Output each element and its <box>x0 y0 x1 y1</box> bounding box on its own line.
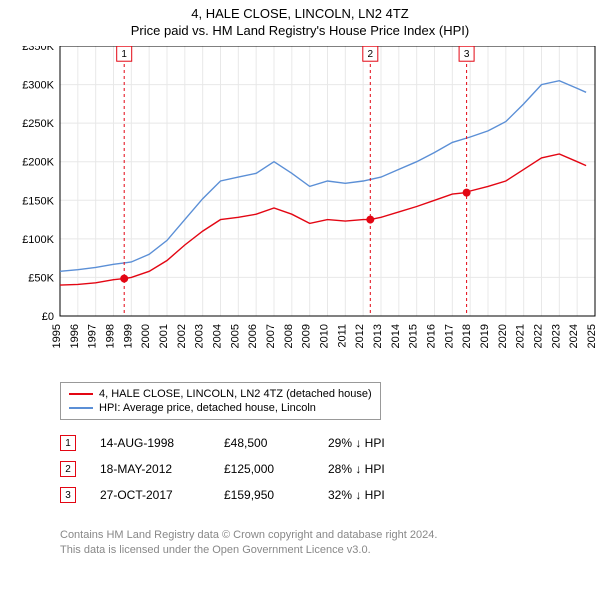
marker-table: 1 14-AUG-1998 £48,500 29% ↓ HPI 2 18-MAY… <box>60 430 428 508</box>
svg-text:2005: 2005 <box>229 324 241 348</box>
svg-text:2015: 2015 <box>408 324 420 348</box>
marker-price: £48,500 <box>224 436 304 450</box>
svg-text:2023: 2023 <box>550 324 562 348</box>
marker-badge: 3 <box>60 487 76 503</box>
marker-price: £125,000 <box>224 462 304 476</box>
svg-text:1999: 1999 <box>122 324 134 348</box>
svg-text:2024: 2024 <box>568 324 580 348</box>
chart-container: 4, HALE CLOSE, LINCOLN, LN2 4TZ Price pa… <box>0 0 600 590</box>
svg-text:1995: 1995 <box>51 324 63 348</box>
svg-text:£150K: £150K <box>22 195 54 207</box>
svg-text:2011: 2011 <box>336 324 348 348</box>
svg-text:£350K: £350K <box>22 46 54 53</box>
svg-text:2019: 2019 <box>479 324 491 348</box>
svg-text:2006: 2006 <box>247 324 259 348</box>
marker-delta: 29% ↓ HPI <box>328 436 428 450</box>
legend-label: 4, HALE CLOSE, LINCOLN, LN2 4TZ (detache… <box>99 388 372 400</box>
svg-text:2018: 2018 <box>461 324 473 348</box>
marker-date: 27-OCT-2017 <box>100 488 200 502</box>
legend-label: HPI: Average price, detached house, Linc… <box>99 402 316 414</box>
svg-text:2025: 2025 <box>586 324 598 348</box>
svg-text:£300K: £300K <box>22 80 54 92</box>
marker-badge: 2 <box>60 461 76 477</box>
title-block: 4, HALE CLOSE, LINCOLN, LN2 4TZ Price pa… <box>0 0 600 38</box>
title-subtitle: Price paid vs. HM Land Registry's House … <box>0 23 600 38</box>
svg-text:2008: 2008 <box>283 324 295 348</box>
svg-text:2012: 2012 <box>354 324 366 348</box>
svg-text:1: 1 <box>121 49 127 60</box>
marker-badge: 1 <box>60 435 76 451</box>
svg-text:1998: 1998 <box>105 324 117 348</box>
marker-row: 3 27-OCT-2017 £159,950 32% ↓ HPI <box>60 482 428 508</box>
marker-id: 2 <box>65 464 71 475</box>
svg-text:2017: 2017 <box>443 324 455 348</box>
marker-price: £159,950 <box>224 488 304 502</box>
svg-text:1997: 1997 <box>87 324 99 348</box>
chart: £0 £50K £100K £150K £200K £250K £300K £350K 1995… <box>0 46 600 376</box>
legend-item: HPI: Average price, detached house, Linc… <box>69 401 372 415</box>
svg-text:2020: 2020 <box>497 324 509 348</box>
svg-text:£100K: £100K <box>22 234 54 246</box>
svg-text:2007: 2007 <box>265 324 277 348</box>
marker-row: 1 14-AUG-1998 £48,500 29% ↓ HPI <box>60 430 428 456</box>
marker-date: 14-AUG-1998 <box>100 436 200 450</box>
attribution-line: This data is licensed under the Open Gov… <box>60 543 437 558</box>
title-address: 4, HALE CLOSE, LINCOLN, LN2 4TZ <box>0 6 600 21</box>
legend-swatch <box>69 393 93 395</box>
svg-text:2001: 2001 <box>158 324 170 348</box>
svg-text:2002: 2002 <box>176 324 188 348</box>
svg-text:2004: 2004 <box>212 324 224 348</box>
attribution-line: Contains HM Land Registry data © Crown c… <box>60 528 437 543</box>
legend-swatch <box>69 407 93 409</box>
marker-id: 3 <box>65 490 71 501</box>
marker-delta: 32% ↓ HPI <box>328 488 428 502</box>
svg-text:2009: 2009 <box>301 324 313 348</box>
svg-text:2014: 2014 <box>390 324 402 348</box>
svg-text:2022: 2022 <box>533 324 545 348</box>
svg-text:2013: 2013 <box>372 324 384 348</box>
svg-text:£200K: £200K <box>22 157 54 169</box>
svg-text:2010: 2010 <box>319 324 331 348</box>
svg-text:£50K: £50K <box>28 272 54 284</box>
svg-text:1996: 1996 <box>69 324 81 348</box>
legend: 4, HALE CLOSE, LINCOLN, LN2 4TZ (detache… <box>60 382 381 420</box>
attribution: Contains HM Land Registry data © Crown c… <box>60 528 437 558</box>
svg-text:2016: 2016 <box>426 324 438 348</box>
svg-text:2021: 2021 <box>515 324 527 348</box>
marker-row: 2 18-MAY-2012 £125,000 28% ↓ HPI <box>60 456 428 482</box>
marker-date: 18-MAY-2012 <box>100 462 200 476</box>
svg-text:2003: 2003 <box>194 324 206 348</box>
marker-delta: 28% ↓ HPI <box>328 462 428 476</box>
svg-text:2: 2 <box>368 49 374 60</box>
svg-text:2000: 2000 <box>140 324 152 348</box>
legend-item: 4, HALE CLOSE, LINCOLN, LN2 4TZ (detache… <box>69 387 372 401</box>
svg-text:3: 3 <box>464 49 470 60</box>
marker-id: 1 <box>65 438 71 449</box>
chart-svg: £0 £50K £100K £150K £200K £250K £300K £350K 1995… <box>0 46 600 376</box>
svg-text:£250K: £250K <box>22 118 54 130</box>
svg-text:£0: £0 <box>42 311 54 323</box>
